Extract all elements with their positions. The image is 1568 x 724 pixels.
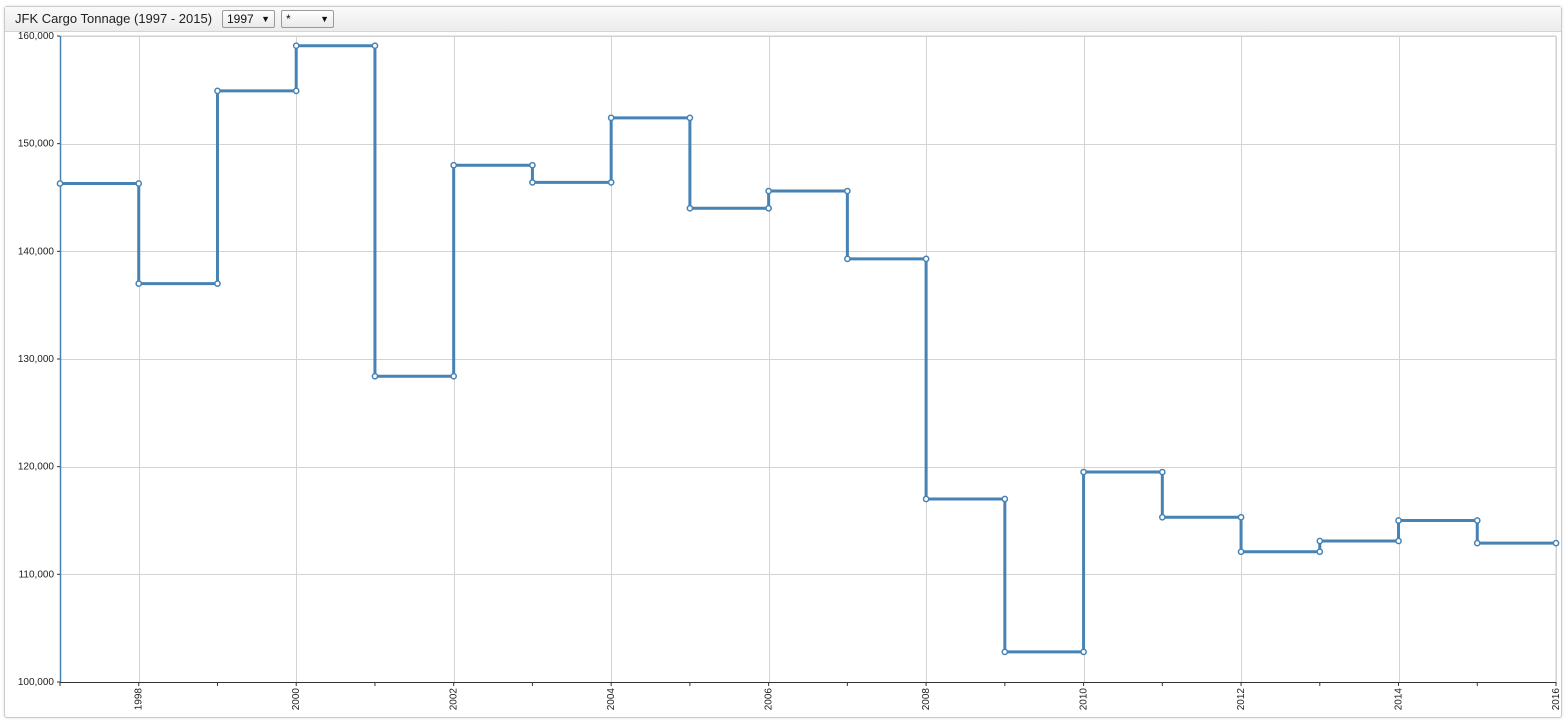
data-point bbox=[765, 187, 772, 195]
data-point bbox=[1395, 517, 1402, 524]
data-point-end bbox=[922, 255, 930, 263]
data-point bbox=[450, 161, 458, 169]
data-point-end bbox=[607, 179, 615, 186]
chevron-down-icon: ▼ bbox=[320, 14, 329, 24]
chevron-down-icon: ▼ bbox=[261, 14, 270, 24]
y-tick-label: 100,000 bbox=[18, 677, 55, 688]
data-point-end bbox=[1080, 648, 1087, 656]
data-point-end bbox=[1395, 537, 1402, 545]
data-point-end bbox=[1316, 548, 1324, 556]
data-point-end bbox=[844, 187, 851, 195]
data-point-end bbox=[686, 114, 694, 122]
y-tick-label: 140,000 bbox=[18, 246, 55, 257]
data-point bbox=[607, 114, 615, 122]
y-tick-label: 120,000 bbox=[18, 462, 55, 473]
data-point-end bbox=[371, 42, 379, 50]
data-point bbox=[1473, 539, 1481, 547]
data-point bbox=[529, 179, 536, 186]
year-select[interactable]: 1997 ▼ bbox=[222, 10, 275, 28]
data-point-end bbox=[135, 180, 143, 187]
data-point-end bbox=[214, 280, 221, 287]
data-point bbox=[1158, 513, 1166, 521]
data-point-end bbox=[292, 87, 300, 95]
filter-select[interactable]: * ▼ bbox=[281, 10, 334, 28]
x-tick-label: 2016 bbox=[1551, 688, 1562, 711]
data-point bbox=[922, 495, 930, 503]
widget-header: JFK Cargo Tonnage (1997 - 2015) 1997 ▼ *… bbox=[5, 7, 1561, 32]
data-point bbox=[686, 204, 694, 212]
y-tick-label: 150,000 bbox=[18, 139, 55, 150]
data-point-end bbox=[1001, 495, 1009, 503]
data-point bbox=[135, 280, 143, 287]
data-point-end bbox=[1473, 517, 1481, 524]
chart-title: JFK Cargo Tonnage (1997 - 2015) bbox=[15, 11, 213, 26]
data-point bbox=[1316, 537, 1324, 545]
data-point bbox=[292, 42, 300, 50]
data-point-end bbox=[450, 372, 458, 380]
x-tick-label: 2008 bbox=[921, 688, 932, 711]
data-point bbox=[214, 87, 221, 95]
x-tick-label: 2012 bbox=[1236, 688, 1247, 711]
data-point-end bbox=[529, 161, 536, 169]
x-tick-label: 2010 bbox=[1079, 688, 1090, 711]
data-point-end bbox=[1552, 539, 1560, 547]
data-point bbox=[371, 372, 379, 380]
filter-select-value: * bbox=[286, 12, 291, 26]
chart-widget: JFK Cargo Tonnage (1997 - 2015) 1997 ▼ *… bbox=[4, 6, 1562, 718]
data-point bbox=[844, 255, 851, 263]
data-point-end bbox=[1237, 513, 1245, 521]
x-tick-label: 2004 bbox=[606, 688, 617, 711]
x-tick-label: 1998 bbox=[134, 688, 145, 711]
x-tick-label: 2000 bbox=[291, 688, 302, 711]
y-tick-label: 130,000 bbox=[18, 354, 55, 365]
y-tick-label: 110,000 bbox=[19, 569, 55, 580]
x-tick-label: 2014 bbox=[1394, 688, 1405, 711]
data-point bbox=[1001, 648, 1009, 656]
data-point bbox=[1237, 548, 1245, 556]
data-point bbox=[1080, 468, 1087, 476]
y-tick-label: 160,000 bbox=[18, 31, 55, 42]
x-tick-label: 2006 bbox=[764, 688, 775, 711]
year-select-value: 1997 bbox=[227, 12, 254, 26]
data-point-end bbox=[1158, 468, 1166, 476]
data-point bbox=[56, 180, 64, 187]
data-point-end bbox=[765, 204, 772, 212]
series-step-line bbox=[60, 44, 1556, 654]
x-tick-label: 2002 bbox=[449, 688, 460, 711]
